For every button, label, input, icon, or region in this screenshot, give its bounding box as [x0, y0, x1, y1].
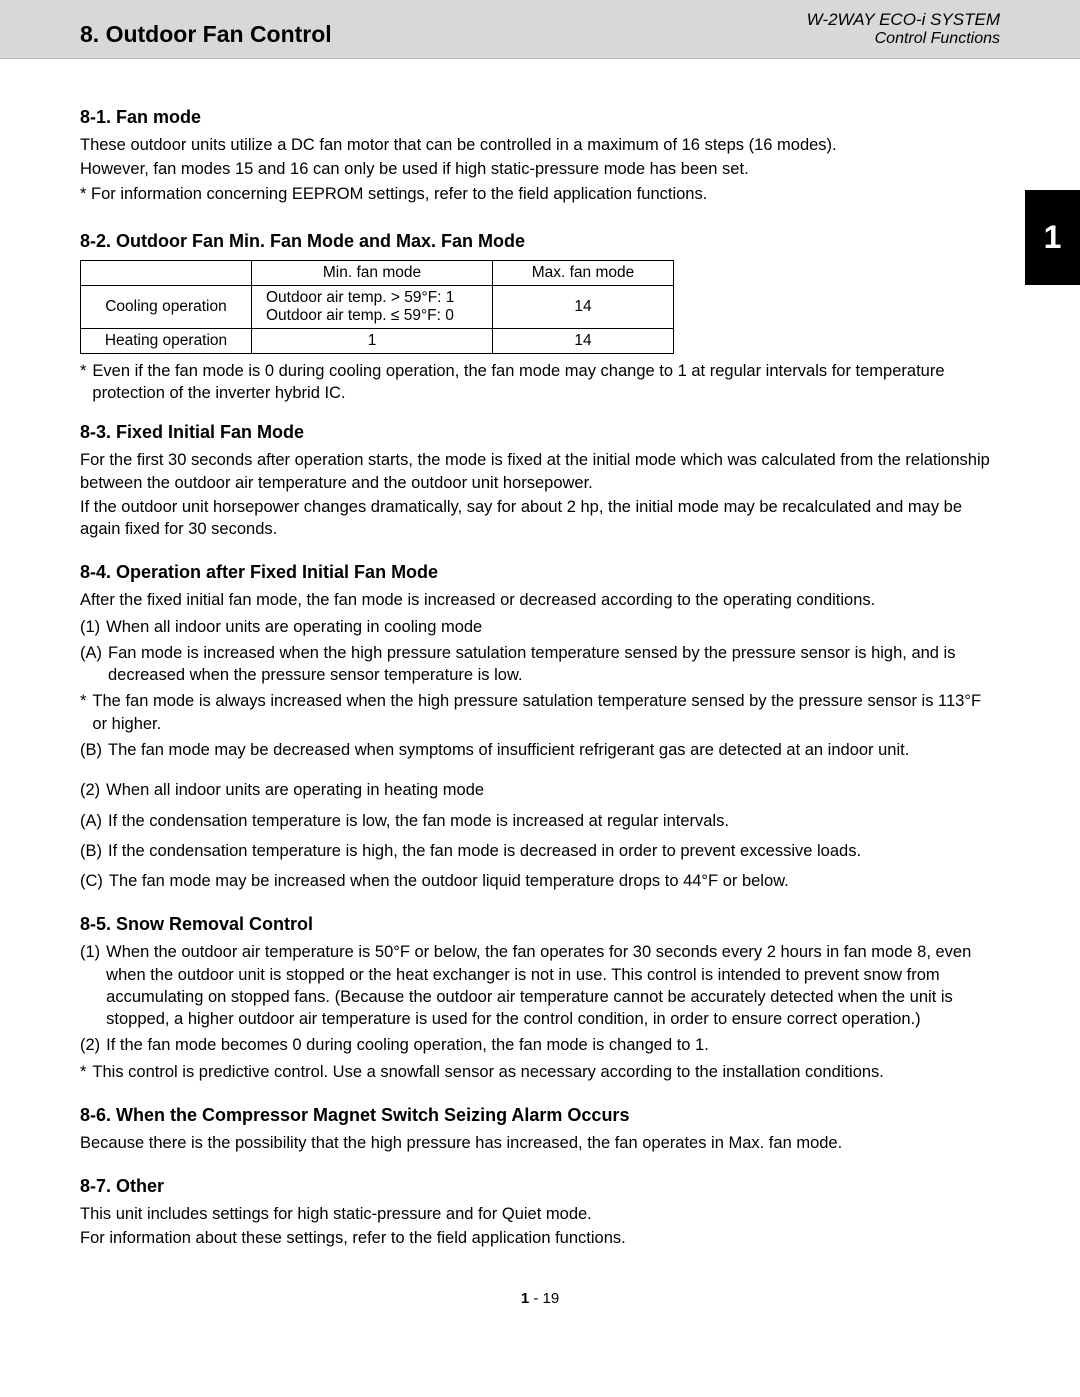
list-item: (C) The fan mode may be increased when t…	[80, 870, 1000, 892]
text: Fan mode is increased when the high pres…	[108, 642, 1000, 687]
heading-8-4: 8-4. Operation after Fixed Initial Fan M…	[80, 562, 1000, 583]
text: After the fixed initial fan mode, the fa…	[80, 589, 1000, 611]
list-item: (1) When the outdoor air temperature is …	[80, 941, 1000, 1030]
star-marker: *	[80, 690, 86, 735]
star-marker: *	[80, 360, 86, 405]
marker: (1)	[80, 616, 100, 638]
table-header: Min. fan mode	[252, 260, 493, 285]
heading-8-6: 8-6. When the Compressor Magnet Switch S…	[80, 1105, 1000, 1126]
footer-chapter: 1	[521, 1290, 529, 1307]
page-footer: 1 - 19	[80, 1290, 1000, 1307]
table-cell: 14	[493, 285, 674, 328]
list-item: (A) Fan mode is increased when the high …	[80, 642, 1000, 687]
heading-8-3: 8-3. Fixed Initial Fan Mode	[80, 422, 1000, 443]
text: This unit includes settings for high sta…	[80, 1203, 1000, 1225]
marker: (A)	[80, 642, 102, 687]
footer-sep: -	[529, 1290, 542, 1307]
header-subtitle: Control Functions	[807, 30, 1000, 48]
text: For information about these settings, re…	[80, 1227, 1000, 1249]
fan-mode-table: Min. fan mode Max. fan mode Cooling oper…	[80, 260, 674, 354]
text: When all indoor units are operating in c…	[106, 616, 1000, 638]
list-item: (A) If the condensation temperature is l…	[80, 810, 1000, 832]
text: If the fan mode becomes 0 during cooling…	[106, 1034, 1000, 1056]
text: When the outdoor air temperature is 50°F…	[106, 941, 1000, 1030]
marker: (2)	[80, 779, 100, 801]
table-cell: Cooling operation	[81, 285, 252, 328]
note: * Even if the fan mode is 0 during cooli…	[80, 360, 1000, 405]
marker: (B)	[80, 840, 102, 862]
text: Even if the fan mode is 0 during cooling…	[92, 360, 1000, 405]
marker: (1)	[80, 941, 100, 1030]
list-item: (2) When all indoor units are operating …	[80, 779, 1000, 801]
table-cell: Heating operation	[81, 328, 252, 353]
marker: (A)	[80, 810, 102, 832]
text: However, fan modes 15 and 16 can only be…	[80, 158, 1000, 180]
text: If the condensation temperature is high,…	[108, 840, 1000, 862]
heading-8-7: 8-7. Other	[80, 1176, 1000, 1197]
page-content: 8-1. Fan mode These outdoor units utiliz…	[0, 59, 1080, 1347]
chapter-tab: 1	[1025, 190, 1080, 285]
footer-page: 19	[543, 1290, 560, 1307]
text: If the condensation temperature is low, …	[108, 810, 1000, 832]
marker: (C)	[80, 870, 103, 892]
text: Because there is the possibility that th…	[80, 1132, 1000, 1154]
text: The fan mode may be increased when the o…	[109, 870, 1000, 892]
list-item: (B) If the condensation temperature is h…	[80, 840, 1000, 862]
marker: (B)	[80, 739, 102, 761]
list-item: (B) The fan mode may be decreased when s…	[80, 739, 1000, 761]
heading-8-1: 8-1. Fan mode	[80, 107, 1000, 128]
text: These outdoor units utilize a DC fan mot…	[80, 134, 1000, 156]
note: * This control is predictive control. Us…	[80, 1061, 1000, 1083]
table-cell: Outdoor air temp. > 59°F: 1 Outdoor air …	[252, 285, 493, 328]
table-header: Max. fan mode	[493, 260, 674, 285]
header-right: W-2WAY ECO-i SYSTEM Control Functions	[807, 10, 1000, 48]
heading-8-2: 8-2. Outdoor Fan Min. Fan Mode and Max. …	[80, 231, 1000, 252]
text: The fan mode may be decreased when sympt…	[108, 739, 1000, 761]
system-name: W-2WAY ECO-i SYSTEM	[807, 10, 1000, 30]
text: This control is predictive control. Use …	[92, 1061, 1000, 1083]
list-item: (2) If the fan mode becomes 0 during coo…	[80, 1034, 1000, 1056]
heading-8-5: 8-5. Snow Removal Control	[80, 914, 1000, 935]
table-cell: 1	[252, 328, 493, 353]
table-row: Heating operation 1 14	[81, 328, 674, 353]
table-header	[81, 260, 252, 285]
text: The fan mode is always increased when th…	[92, 690, 1000, 735]
text: For the first 30 seconds after operation…	[80, 449, 1000, 494]
star-marker: *	[80, 1061, 86, 1083]
text: If the outdoor unit horsepower changes d…	[80, 496, 1000, 541]
list-item: (1) When all indoor units are operating …	[80, 616, 1000, 638]
text: When all indoor units are operating in h…	[106, 779, 1000, 801]
text: * For information concerning EEPROM sett…	[80, 183, 1000, 205]
note: * The fan mode is always increased when …	[80, 690, 1000, 735]
table-row: Cooling operation Outdoor air temp. > 59…	[81, 285, 674, 328]
marker: (2)	[80, 1034, 100, 1056]
table-cell: 14	[493, 328, 674, 353]
page-header: 8. Outdoor Fan Control W-2WAY ECO-i SYST…	[0, 0, 1080, 59]
section-title: 8. Outdoor Fan Control	[80, 21, 332, 48]
